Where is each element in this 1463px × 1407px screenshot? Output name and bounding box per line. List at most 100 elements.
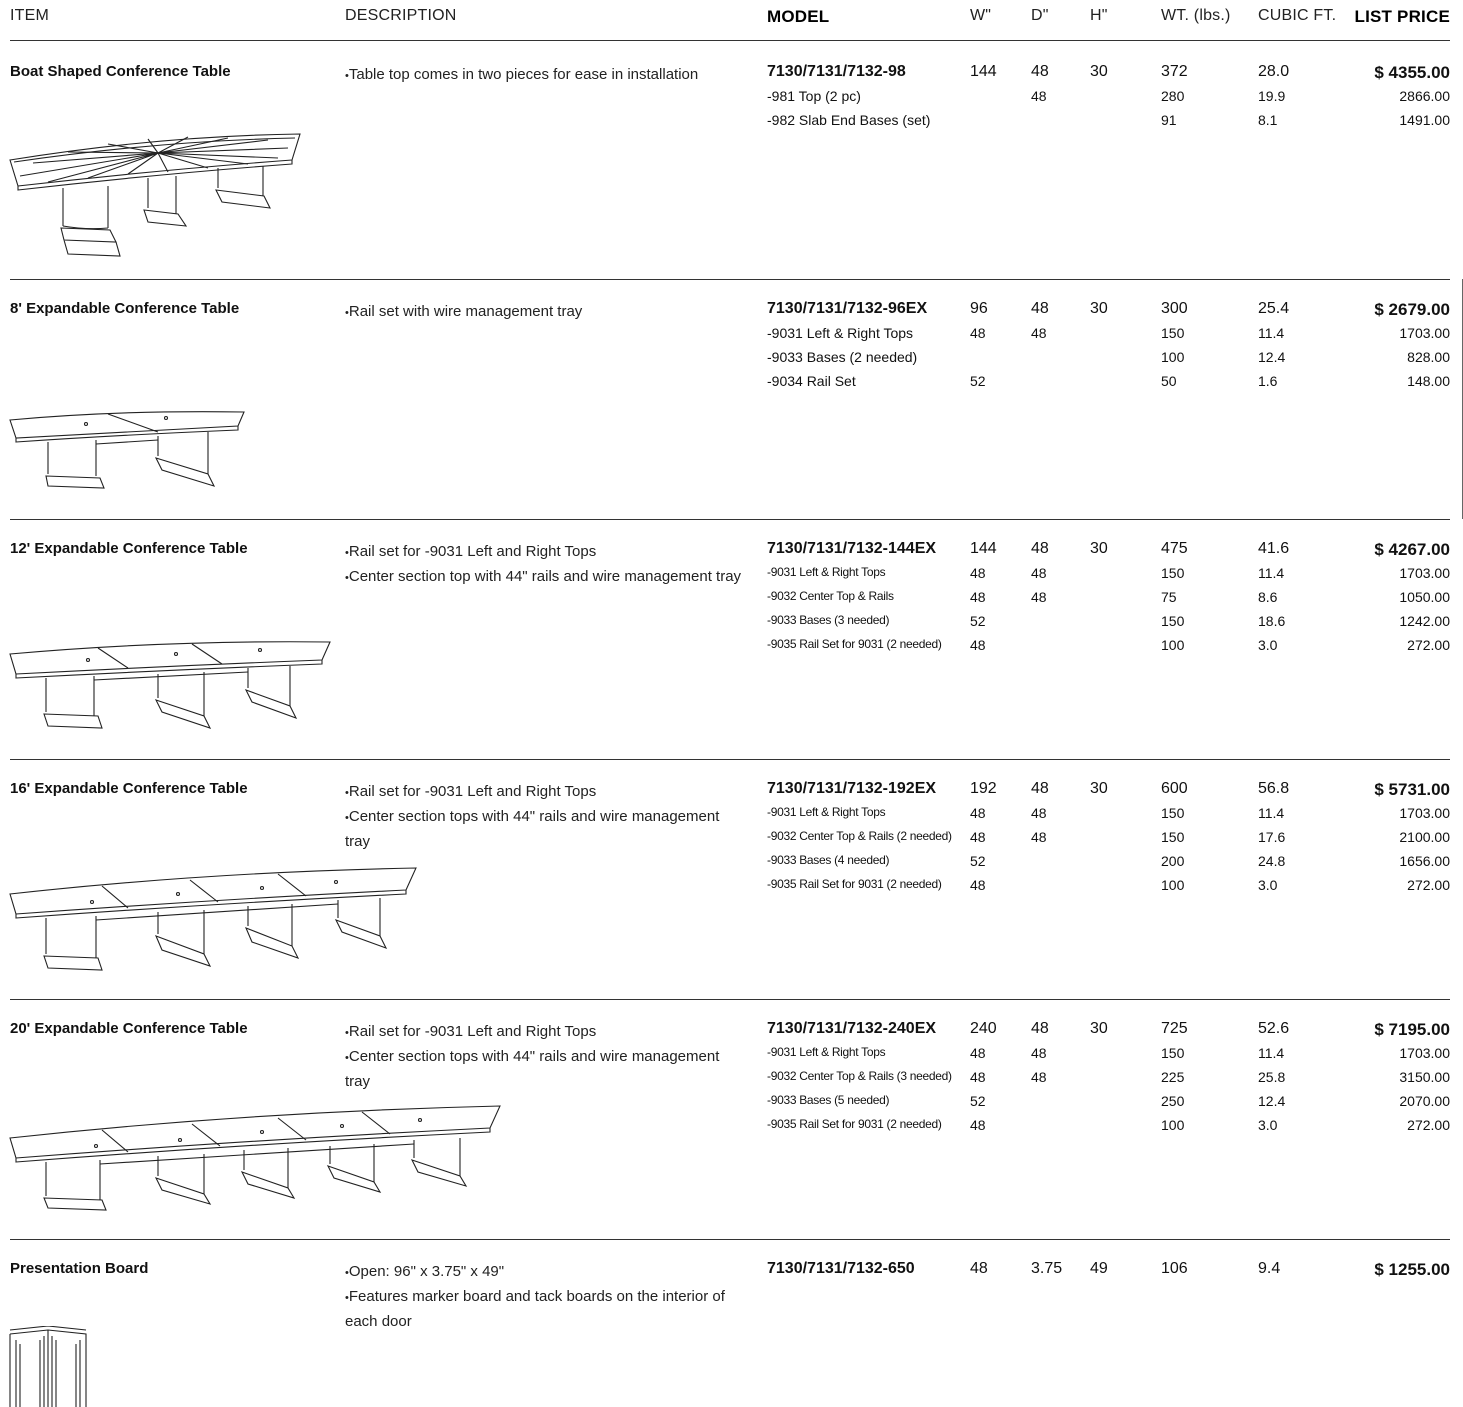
component-price: 1703.00 bbox=[1399, 1045, 1450, 1061]
component-price: 1656.00 bbox=[1399, 853, 1450, 869]
header-model: MODEL bbox=[767, 7, 830, 26]
description: •Table top comes in two pieces for ease … bbox=[345, 63, 750, 88]
component-depth: 48 bbox=[1031, 805, 1047, 821]
component-weight: 150 bbox=[1161, 829, 1185, 845]
component-price: 1703.00 bbox=[1399, 325, 1450, 341]
width: 240 bbox=[970, 1020, 997, 1037]
component-width: 48 bbox=[970, 1069, 986, 1085]
component-depth: 48 bbox=[1031, 1045, 1047, 1061]
component-model: -9032 Center Top & Rails (3 needed) bbox=[767, 1069, 952, 1083]
component-price: 1242.00 bbox=[1399, 613, 1450, 629]
header-cubic: CUBIC FT. bbox=[1258, 7, 1337, 24]
depth: 48 bbox=[1031, 300, 1049, 317]
weight: 600 bbox=[1161, 780, 1188, 797]
component-width: 48 bbox=[970, 877, 986, 893]
item-name: 8' Expandable Conference Table bbox=[10, 300, 240, 317]
bullet-icon: • bbox=[345, 70, 349, 82]
list-price: $ 4267.00 bbox=[1374, 540, 1450, 559]
width: 48 bbox=[970, 1260, 988, 1277]
cubic-feet: 25.4 bbox=[1258, 300, 1290, 317]
description-line: •Table top comes in two pieces for ease … bbox=[345, 66, 699, 83]
description: •Open: 96" x 3.75" x 49" •Features marke… bbox=[345, 1260, 750, 1334]
row-divider bbox=[10, 279, 1450, 280]
width: 144 bbox=[970, 63, 997, 80]
bullet-icon: • bbox=[345, 307, 349, 319]
component-model: -9031 Left & Right Tops bbox=[767, 805, 886, 819]
bullet-icon: • bbox=[345, 812, 349, 824]
weight: 475 bbox=[1161, 540, 1188, 557]
depth: 48 bbox=[1031, 540, 1049, 557]
list-price: $ 7195.00 bbox=[1374, 1020, 1450, 1039]
height: 30 bbox=[1090, 63, 1108, 80]
component-weight: 150 bbox=[1161, 1045, 1185, 1061]
component-price: 148.00 bbox=[1407, 373, 1450, 389]
component-weight: 75 bbox=[1161, 589, 1177, 605]
bullet-icon: • bbox=[345, 572, 349, 584]
component-width: 52 bbox=[970, 1093, 986, 1109]
cubic-feet: 9.4 bbox=[1258, 1260, 1281, 1277]
width: 96 bbox=[970, 300, 988, 317]
component-model: -982 Slab End Bases (set) bbox=[767, 112, 931, 128]
description: •Rail set for -9031 Left and Right Tops … bbox=[345, 780, 750, 854]
expandable-table-20-drawing bbox=[9, 1105, 501, 1211]
component-cubic: 19.9 bbox=[1258, 88, 1286, 104]
component-row: -9035 Rail Set for 9031 (2 needed) 48 10… bbox=[0, 1117, 1463, 1141]
component-depth: 48 bbox=[1031, 829, 1047, 845]
component-model: -9035 Rail Set for 9031 (2 needed) bbox=[767, 877, 942, 891]
component-cubic: 18.6 bbox=[1258, 613, 1286, 629]
component-width: 48 bbox=[970, 1117, 986, 1133]
component-weight: 280 bbox=[1161, 88, 1185, 104]
depth: 48 bbox=[1031, 780, 1049, 797]
item-name: 20' Expandable Conference Table bbox=[10, 1020, 248, 1037]
component-cubic: 25.8 bbox=[1258, 1069, 1286, 1085]
header-divider bbox=[10, 40, 1450, 41]
weight: 300 bbox=[1161, 300, 1188, 317]
header-depth: D" bbox=[1031, 7, 1049, 24]
component-width: 52 bbox=[970, 613, 986, 629]
model-number: 7130/7131/7132-192EX bbox=[767, 780, 937, 797]
component-row: -9031 Left & Right Tops 48 48 150 11.4 1… bbox=[0, 325, 1463, 349]
component-row: -9033 Bases (5 needed) 52 250 12.4 2070.… bbox=[0, 1093, 1463, 1117]
component-price: 272.00 bbox=[1407, 877, 1450, 893]
component-row: -9033 Bases (3 needed) 52 150 18.6 1242.… bbox=[0, 613, 1463, 637]
description-line: •Center section top with 44" rails and w… bbox=[345, 568, 742, 585]
list-price: $ 1255.00 bbox=[1374, 1260, 1450, 1279]
bullet-icon: • bbox=[345, 1292, 349, 1304]
component-depth: 48 bbox=[1031, 589, 1047, 605]
component-row: -9031 Left & Right Tops 48 48 150 11.4 1… bbox=[0, 1045, 1463, 1069]
component-cubic: 11.4 bbox=[1258, 805, 1285, 821]
component-model: -9031 Left & Right Tops bbox=[767, 1045, 886, 1059]
component-price: 828.00 bbox=[1407, 349, 1450, 365]
component-row: -982 Slab End Bases (set) 91 8.1 1491.00 bbox=[0, 112, 1463, 136]
header-width: W" bbox=[970, 7, 992, 24]
component-weight: 100 bbox=[1161, 349, 1185, 365]
component-depth: 48 bbox=[1031, 565, 1047, 581]
header-list-price: LIST PRICE bbox=[1354, 7, 1450, 26]
component-model: -9033 Bases (3 needed) bbox=[767, 613, 890, 627]
component-cubic: 3.0 bbox=[1258, 1117, 1278, 1133]
component-price: 1703.00 bbox=[1399, 805, 1450, 821]
component-model: -9033 Bases (2 needed) bbox=[767, 349, 918, 365]
component-width: 48 bbox=[970, 805, 986, 821]
boat-table-drawing bbox=[9, 133, 301, 257]
component-model: -9031 Left & Right Tops bbox=[767, 325, 914, 341]
description-line: •Rail set for -9031 Left and Right Tops bbox=[345, 543, 597, 560]
cubic-feet: 28.0 bbox=[1258, 63, 1290, 80]
component-cubic: 8.6 bbox=[1258, 589, 1278, 605]
expandable-table-16-drawing bbox=[9, 867, 417, 971]
component-weight: 150 bbox=[1161, 805, 1185, 821]
component-weight: 150 bbox=[1161, 565, 1185, 581]
component-price: 2070.00 bbox=[1399, 1093, 1450, 1109]
description-line: •Rail set for -9031 Left and Right Tops bbox=[345, 783, 597, 800]
component-model: -9033 Bases (4 needed) bbox=[767, 853, 890, 867]
list-price: $ 5731.00 bbox=[1374, 780, 1450, 799]
component-cubic: 12.4 bbox=[1258, 1093, 1286, 1109]
item-name: Presentation Board bbox=[10, 1260, 149, 1277]
width: 144 bbox=[970, 540, 997, 557]
component-width: 52 bbox=[970, 853, 986, 869]
description-line: •Center section tops with 44" rails and … bbox=[345, 1048, 720, 1090]
component-cubic: 11.4 bbox=[1258, 325, 1285, 341]
description-line: •Rail set with wire management tray bbox=[345, 303, 583, 320]
component-price: 1050.00 bbox=[1399, 589, 1450, 605]
component-row: -9032 Center Top & Rails 48 48 75 8.6 10… bbox=[0, 589, 1463, 613]
